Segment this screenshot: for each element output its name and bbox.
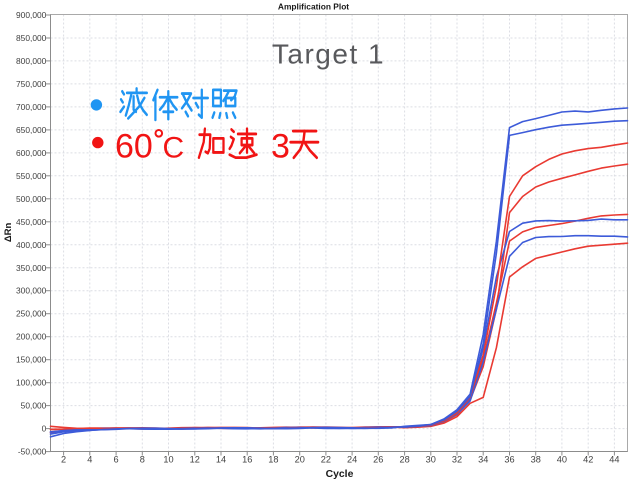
svg-text:32: 32 [452,455,462,465]
svg-text:550,000: 550,000 [16,171,47,181]
svg-text:60: 60 [115,128,153,166]
svg-text:500,000: 500,000 [16,194,47,204]
svg-text:850,000: 850,000 [16,33,47,43]
svg-text:22: 22 [321,455,331,465]
svg-text:650,000: 650,000 [16,125,47,135]
svg-text:3: 3 [271,128,290,166]
svg-text:900,000: 900,000 [16,10,47,20]
svg-text:0: 0 [42,424,47,434]
svg-text:700,000: 700,000 [16,102,47,112]
svg-text:16: 16 [242,455,252,465]
svg-text:150,000: 150,000 [16,355,47,365]
svg-text:Target 1: Target 1 [272,39,385,70]
svg-text:12: 12 [190,455,200,465]
svg-text:100,000: 100,000 [16,378,47,388]
svg-text:14: 14 [216,455,226,465]
svg-text:250,000: 250,000 [16,309,47,319]
svg-text:8: 8 [140,455,145,465]
svg-text:300,000: 300,000 [16,286,47,296]
svg-text:600,000: 600,000 [16,148,47,158]
svg-text:750,000: 750,000 [16,79,47,89]
svg-text:28: 28 [399,455,409,465]
svg-text:350,000: 350,000 [16,263,47,273]
svg-text:C: C [163,132,185,165]
svg-text:24: 24 [347,455,357,465]
svg-text:42: 42 [583,455,593,465]
svg-text:4: 4 [87,455,92,465]
svg-text:Amplification Plot: Amplification Plot [278,2,349,12]
svg-text:800,000: 800,000 [16,56,47,66]
svg-text:50,000: 50,000 [21,401,47,411]
svg-text:-50,000: -50,000 [18,447,47,457]
svg-text:30: 30 [426,455,436,465]
svg-text:ΔRn: ΔRn [3,222,14,242]
svg-text:26: 26 [373,455,383,465]
svg-text:10: 10 [163,455,173,465]
svg-text:34: 34 [478,455,488,465]
svg-text:40: 40 [557,455,567,465]
svg-text:38: 38 [531,455,541,465]
svg-text:200,000: 200,000 [16,332,47,342]
svg-text:20: 20 [295,455,305,465]
svg-text:450,000: 450,000 [16,217,47,227]
svg-text:2: 2 [61,455,66,465]
svg-text:36: 36 [504,455,514,465]
svg-text:44: 44 [609,455,619,465]
svg-text:18: 18 [268,455,278,465]
svg-text:400,000: 400,000 [16,240,47,250]
svg-text:Cycle: Cycle [326,469,354,480]
svg-text:6: 6 [114,455,119,465]
